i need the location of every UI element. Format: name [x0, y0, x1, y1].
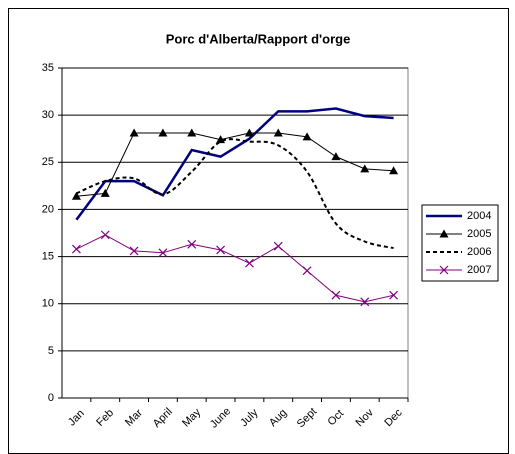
x-marker — [244, 258, 254, 268]
y-tick-label: 10 — [42, 298, 54, 310]
x-marker — [158, 248, 168, 258]
triangle-marker — [71, 191, 81, 200]
y-tick-label: 0 — [48, 392, 54, 404]
legend-label: 2005 — [467, 228, 491, 240]
x-marker — [331, 290, 341, 300]
x-marker — [216, 245, 226, 255]
y-tick-label: 15 — [42, 250, 54, 262]
triangle-marker — [100, 188, 110, 197]
legend-box — [421, 204, 499, 282]
series-line — [76, 132, 394, 197]
legend-label: 2007 — [467, 264, 491, 276]
triangle-marker — [273, 128, 283, 137]
x-marker — [302, 266, 312, 276]
series-line — [76, 138, 394, 250]
y-tick-label: 20 — [42, 203, 54, 215]
x-marker — [360, 297, 370, 307]
legend-label: 2004 — [467, 210, 491, 222]
triangle-marker — [331, 152, 341, 161]
series-line — [76, 234, 394, 303]
series-line — [75, 107, 394, 221]
y-tick-label: 5 — [48, 345, 54, 357]
x-marker — [71, 244, 81, 254]
triangle-marker — [158, 128, 168, 137]
triangle-marker — [129, 128, 139, 137]
x-marker — [129, 246, 139, 256]
x-marker — [100, 230, 110, 240]
plot-area — [61, 67, 409, 399]
y-tick-label: 30 — [42, 109, 54, 121]
legend-label: 2006 — [467, 246, 491, 258]
x-marker — [273, 241, 283, 251]
triangle-marker — [439, 229, 449, 238]
triangle-marker — [360, 164, 370, 173]
chart-title: Porc d'Alberta/Rapport d'orge — [166, 31, 351, 46]
triangle-marker — [302, 132, 312, 141]
x-marker — [389, 290, 399, 300]
triangle-marker — [244, 128, 254, 137]
y-tick-label: 35 — [42, 62, 54, 74]
y-tick-label: 25 — [42, 156, 54, 168]
x-marker — [187, 239, 197, 249]
triangle-marker — [389, 166, 399, 175]
triangle-marker — [187, 128, 197, 137]
x-marker — [439, 265, 449, 275]
